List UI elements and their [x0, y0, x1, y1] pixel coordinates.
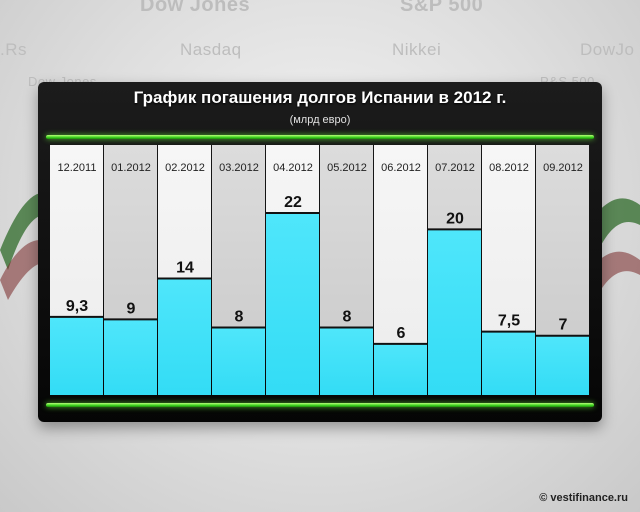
- category-label: 05.2012: [327, 162, 367, 174]
- bar: [320, 327, 373, 395]
- category-label: 08.2012: [489, 162, 529, 174]
- ticker-word: .Rs: [0, 40, 27, 59]
- chart-title: График погашения долгов Испании в 2012 г…: [133, 88, 507, 107]
- category-label: 07.2012: [435, 162, 475, 174]
- value-label: 20: [446, 210, 464, 227]
- ticker-word: Dow Jones: [140, 0, 251, 16]
- value-label: 8: [235, 309, 244, 326]
- category-label: 03.2012: [219, 162, 259, 174]
- ticker-word: DowJo: [580, 40, 635, 59]
- bar: [104, 319, 157, 395]
- chart-subtitle: (млрд евро): [289, 114, 351, 126]
- bar: [266, 213, 319, 395]
- category-label: 09.2012: [543, 162, 583, 174]
- bottom-accent-line: [46, 403, 594, 407]
- category-label: 02.2012: [165, 162, 205, 174]
- bar: [50, 316, 103, 395]
- value-label: 6: [397, 325, 406, 342]
- value-label: 9: [127, 300, 136, 317]
- source-credit: © vestifinance.ru: [539, 492, 628, 504]
- bar: [536, 335, 589, 395]
- category-label: 06.2012: [381, 162, 421, 174]
- bar: [158, 278, 211, 395]
- value-label: 22: [284, 194, 302, 211]
- value-label: 7,5: [498, 313, 520, 330]
- value-label: 7: [559, 317, 568, 334]
- bar: [212, 327, 265, 395]
- value-label: 8: [343, 309, 352, 326]
- value-label: 9,3: [66, 298, 88, 315]
- bar: [374, 343, 427, 395]
- background-ticker: Dow Jones S&P 500 .Rs Nasdaq Nikkei DowJ…: [0, 0, 640, 100]
- ticker-word: Nikkei: [392, 40, 442, 59]
- bar: [482, 331, 535, 395]
- category-label: 12.2011: [58, 162, 97, 174]
- category-label: 04.2012: [273, 162, 313, 174]
- value-label: 14: [176, 260, 194, 277]
- bar: [428, 229, 481, 395]
- ticker-word: S&P 500: [400, 0, 484, 16]
- ticker-word: Nasdaq: [180, 40, 242, 59]
- category-label: 01.2012: [111, 162, 151, 174]
- top-accent-line: [46, 135, 594, 139]
